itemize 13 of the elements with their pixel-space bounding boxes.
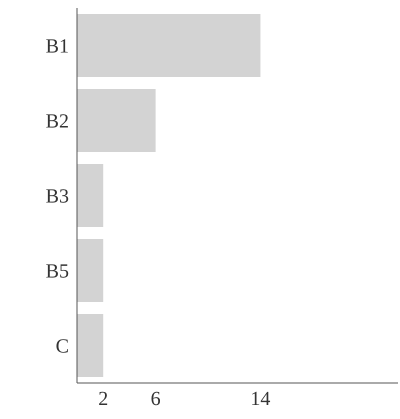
y-tick-label: B2 <box>46 110 69 133</box>
bar <box>77 164 104 227</box>
bar <box>77 89 156 152</box>
x-tick-label: 2 <box>98 388 108 410</box>
y-tick-label: C <box>56 336 69 358</box>
bar <box>77 14 260 77</box>
bar <box>77 239 104 302</box>
x-tick-label: 6 <box>150 388 161 410</box>
x-tick-label: 14 <box>250 388 270 410</box>
y-tick-label: B1 <box>46 36 69 58</box>
y-tick-label: B5 <box>46 260 69 283</box>
y-tick-label: B3 <box>46 186 69 208</box>
bar <box>77 314 104 377</box>
